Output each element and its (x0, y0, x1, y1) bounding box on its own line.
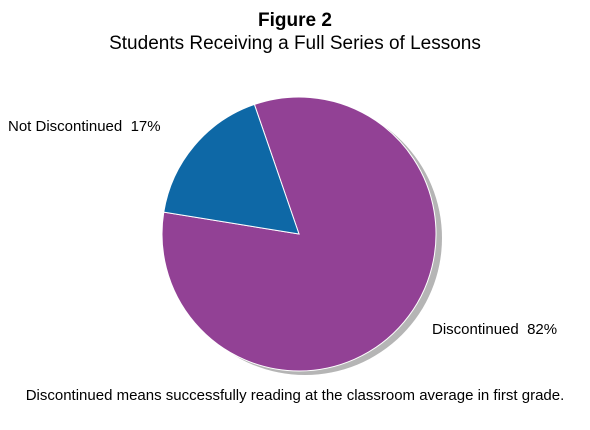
slice-label-not-discontinued: Not Discontinued 17% (8, 118, 161, 135)
slice-label-not-discontinued-name: Not Discontinued (8, 118, 123, 135)
slice-label-discontinued: Discontinued 82% (432, 321, 557, 338)
slice-label-discontinued-name: Discontinued (432, 321, 519, 338)
slice-label-not-discontinued-value: 17% (130, 118, 161, 135)
slice-label-discontinued-value: 82% (527, 321, 558, 338)
pie-slice-not-discontinued (163, 103, 300, 235)
chart-footnote: Discontinued means successfully reading … (25, 387, 565, 404)
chart-title: Students Receiving a Full Series of Less… (109, 33, 481, 54)
figure-label: Figure 2 (258, 10, 332, 31)
